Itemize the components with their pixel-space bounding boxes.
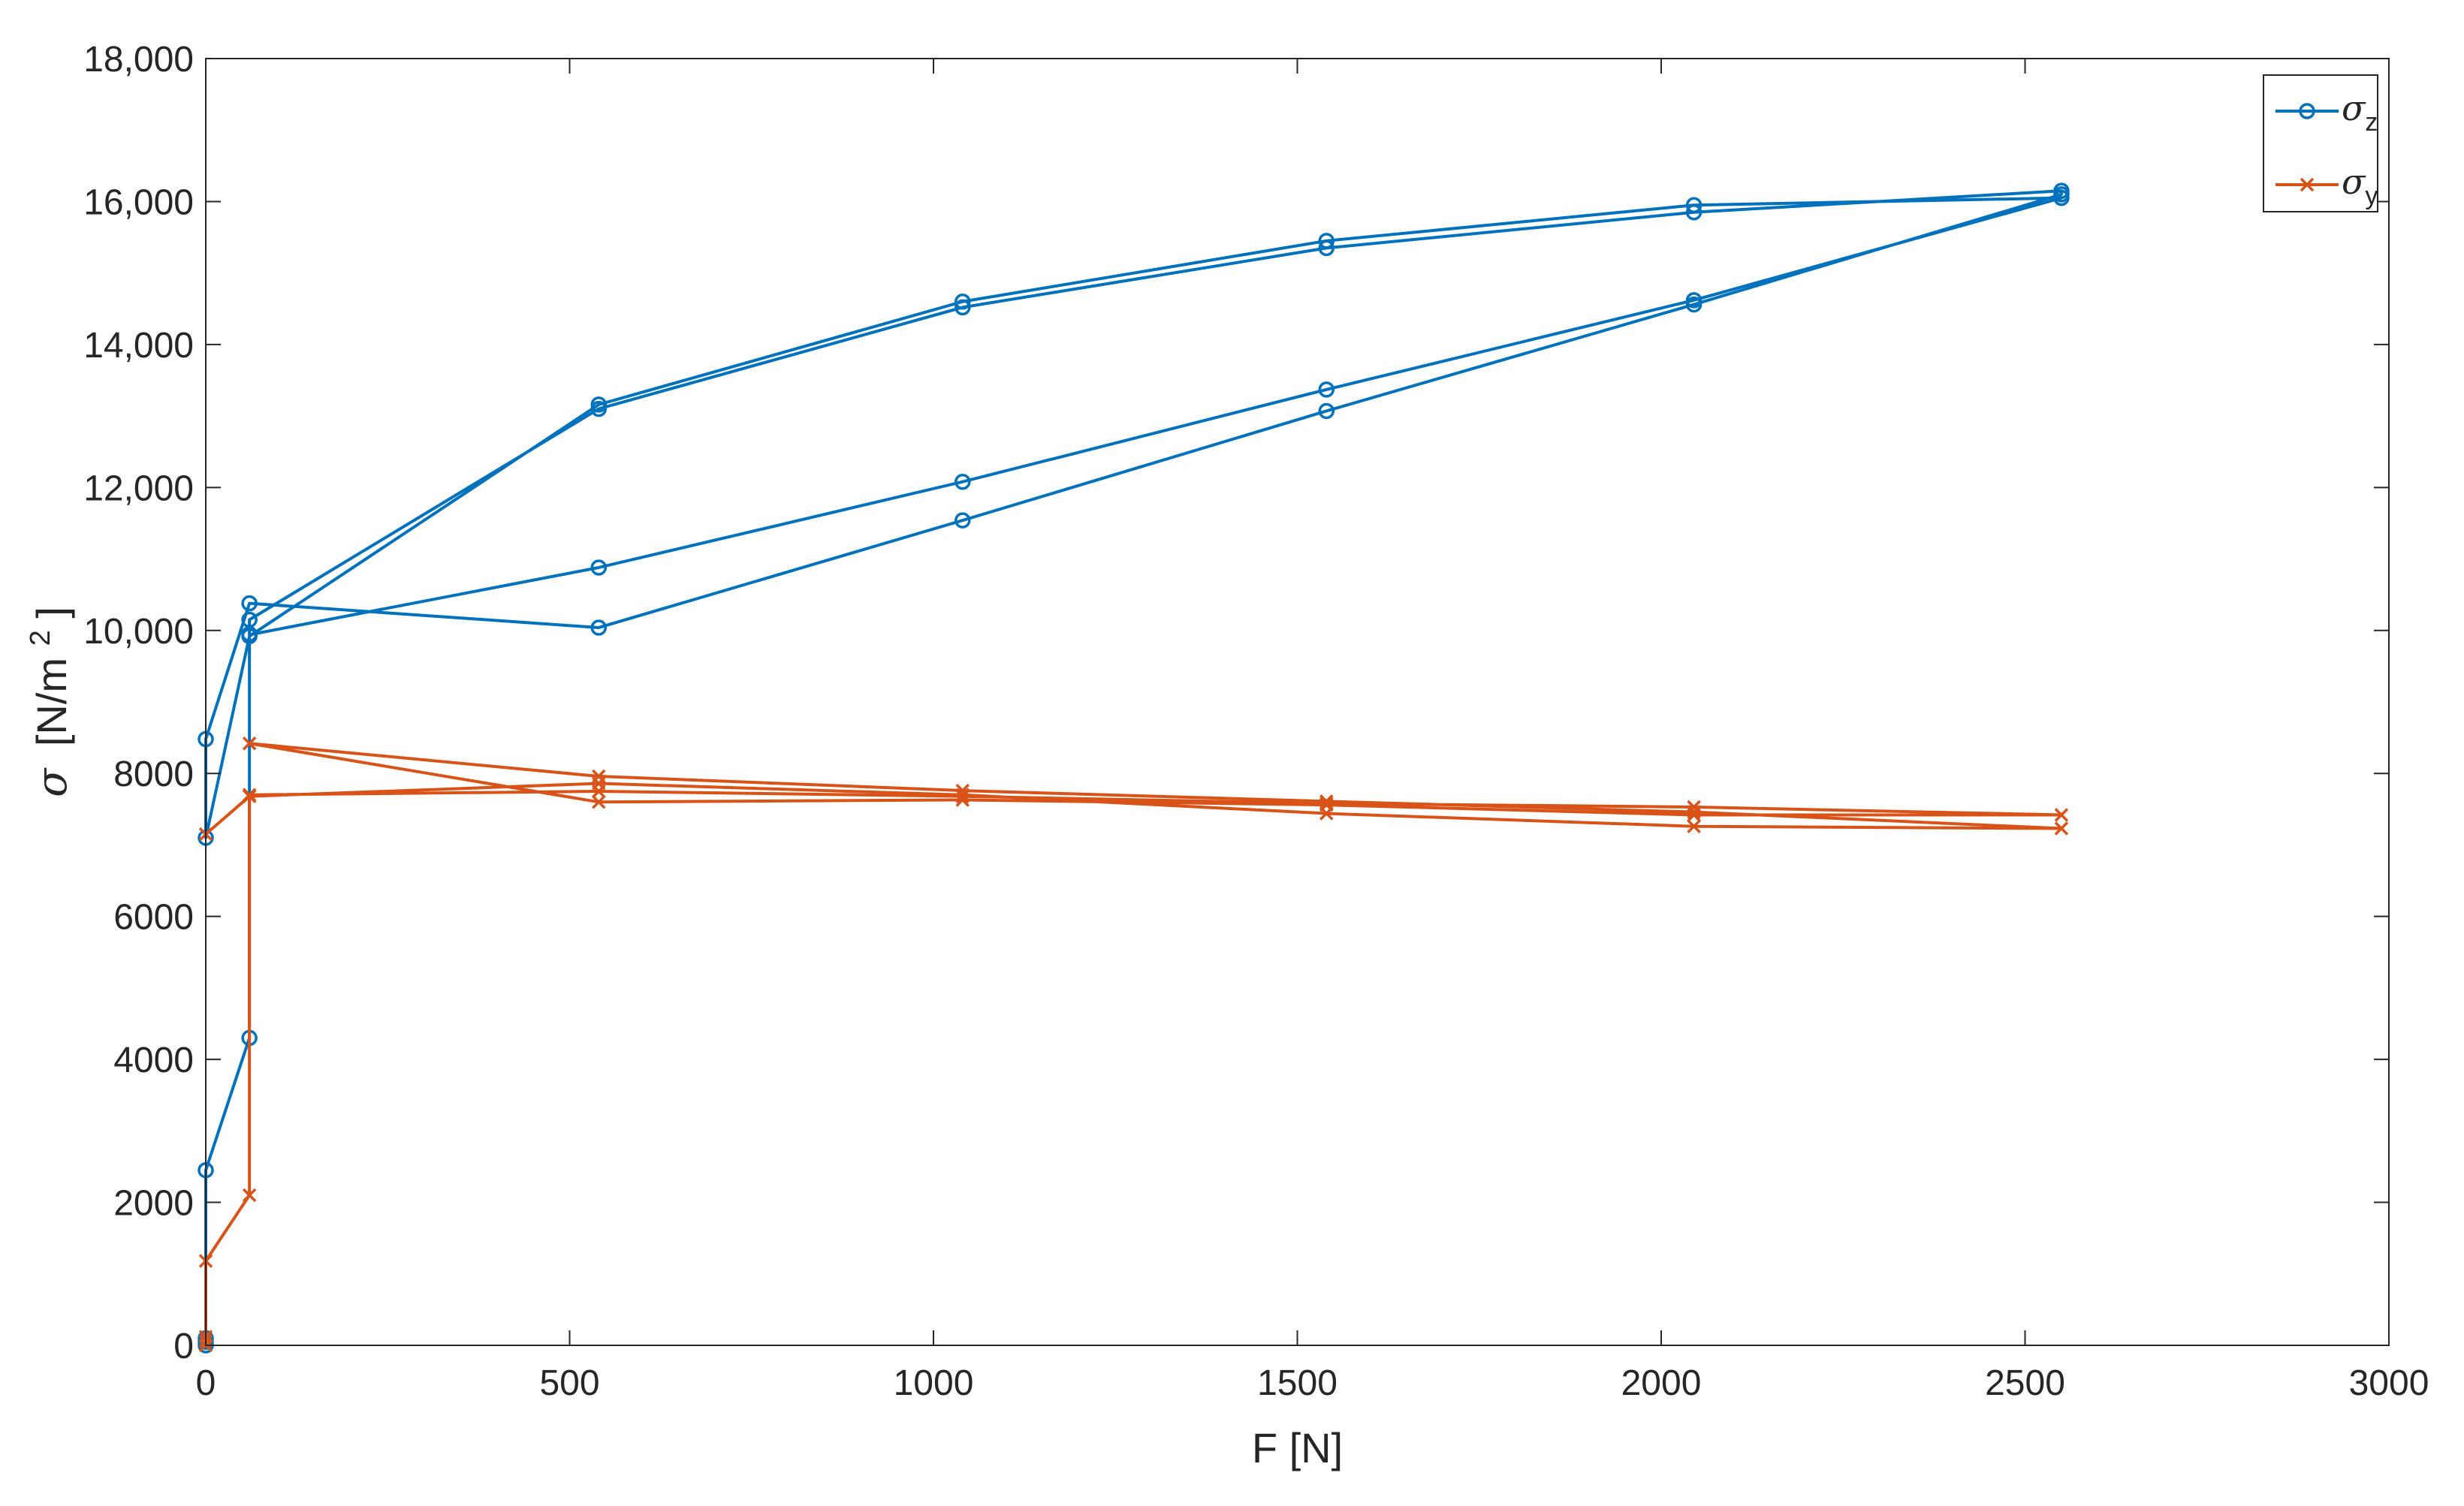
y-axis-title-exponent: 2 [25,630,56,646]
y-tick-label: 0 [173,1327,194,1366]
data-point-z [1685,197,1702,213]
legend-label-subscript: y [2365,182,2378,210]
series-y [198,736,2069,1353]
data-point-z [241,595,258,612]
data-point-z [241,611,258,628]
data-point-z [1685,203,1702,221]
data-point-z [955,299,971,316]
y-tick-label: 18,000 [83,40,194,80]
data-point-z [590,619,608,636]
y-tick-label: 2000 [113,1184,194,1224]
data-point-z [955,294,971,310]
y-tick-label: 14,000 [83,326,194,366]
data-point-y [242,736,257,751]
x-tick-label: 1500 [1257,1363,1338,1403]
x-tick-label: 2500 [1985,1363,2065,1403]
x-tick-label: 1000 [894,1363,974,1403]
series-layer [198,182,2070,1354]
data-point-z [955,512,971,529]
data-point-z [1318,402,1335,420]
y-tick-label: 6000 [113,898,194,938]
data-point-z [2053,189,2070,206]
legend-marker [2299,103,2315,119]
data-point-y [1319,806,1334,821]
data-point-y [955,783,970,798]
data-point-z [1318,233,1335,249]
ticks-layer: 0 500 1000 1500 2000 2500 3000 0 2000 4000 6000 800… [83,40,2429,1403]
y-axis-title-close: ] [28,607,75,619]
y-axis-title: σ [N/m 2 ] [11,607,77,797]
legend-label: σy [2342,161,2378,210]
data-point-y [2054,821,2069,836]
plot-area [206,59,2389,1345]
data-point-y [592,795,606,809]
data-point-z [590,559,608,576]
legend-label-symbol: σ [2342,161,2366,202]
y-tick-label: 10,000 [83,612,194,652]
y-tick-label: 16,000 [83,182,194,222]
data-point-y [592,776,606,791]
y-tick-label: 8000 [113,755,194,794]
data-point-z [590,396,608,413]
series-z [198,182,2070,1354]
x-axis-title: F [N] [1252,1424,1343,1471]
x-tick-label: 500 [539,1363,599,1403]
data-point-y [1319,794,1334,809]
data-point-y [242,1188,257,1203]
legend-label: σz [2342,88,2378,137]
legend-box [2263,74,2378,212]
data-point-z [241,626,258,643]
y-tick-label: 12,000 [83,468,194,508]
data-point-y [1687,819,1701,833]
x-tick-label: 0 [196,1363,216,1403]
legend-marker [2300,177,2315,192]
legend-entry-y: σy [2276,161,2378,210]
data-point-y [1687,808,1701,822]
legend-entry-z: σz [2276,88,2378,137]
x-tick-label: 2000 [1621,1363,1702,1403]
legend-label-symbol: σ [2342,88,2366,128]
data-point-y [242,789,257,803]
data-point-y [955,788,970,803]
y-tick-label: 4000 [113,1041,194,1080]
data-point-z [1318,239,1335,257]
x-tick-label: 3000 [2349,1363,2429,1403]
legend-label-subscript: z [2365,108,2378,137]
data-point-z [1318,381,1335,398]
data-point-y [1687,805,1701,819]
y-axis-title-unit: [N/m [28,658,75,746]
data-point-z [955,473,971,490]
y-axis-title-symbol: σ [28,767,77,797]
data-point-y [2054,808,2069,822]
data-point-z [1685,292,1702,309]
